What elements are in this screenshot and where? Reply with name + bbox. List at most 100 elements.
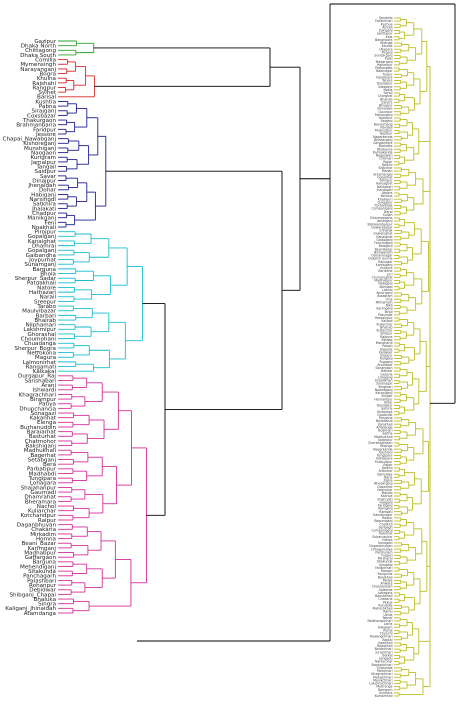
leaf-label: Narsingdi	[29, 197, 56, 203]
leaf-label: Kuliarchar	[28, 509, 57, 515]
leaf-label: Mehendiganj	[20, 564, 56, 570]
leaf-label: Magura	[35, 355, 56, 361]
leaf-label: Khulna	[37, 76, 56, 82]
leaf-label: Sadarpur	[378, 438, 393, 442]
leaf-label: Mymensingh	[20, 62, 56, 68]
leaf-label: Chhagalnaiya	[371, 547, 393, 551]
leaf-label: Mithamain	[376, 300, 393, 304]
leaf-label: Karimganj	[376, 307, 392, 311]
leaf-label: Naogaon	[31, 151, 56, 157]
leaf-label: Langadu	[379, 657, 393, 661]
leaf-label: Barguna	[32, 267, 56, 273]
leaf-label: Barlekha	[378, 269, 392, 273]
leaf-label: Bakshiganj	[25, 443, 56, 449]
leaf-label: Sylhet	[38, 90, 56, 96]
leaf-label: Gosairhat	[377, 485, 393, 489]
leaf-label: Shibalaya	[377, 410, 393, 414]
leaf-label: Kishoreganj	[23, 141, 56, 147]
leaf-label: Damudya	[377, 472, 392, 476]
leaf-label: Rajasthali	[377, 644, 393, 648]
leaf-label: Bhairab	[34, 318, 56, 324]
leaf-label: Dhamrahat	[24, 495, 56, 501]
leaf-label: Dighinala	[377, 666, 392, 670]
leaf-label: Kapasia	[380, 347, 393, 351]
leaf-label: Kotalipara	[376, 457, 392, 461]
leaf-label: Charbhadrasan	[368, 441, 392, 445]
leaf-label: Bhedarganj	[374, 138, 392, 142]
leaf-label: Bhanga	[380, 41, 392, 45]
leaf-label: Shajahanpur	[21, 485, 57, 491]
leaf-label: Matiranga	[376, 685, 392, 689]
leaf-label: Kotchandpur	[20, 513, 56, 519]
leaf-label: Nabinagar	[376, 69, 393, 73]
leaf-label: Kanaighat	[376, 235, 393, 239]
leaf-label: Belabo	[382, 338, 393, 342]
leaf-label: Burhanuddin	[20, 425, 56, 431]
leaf-label: Rowangchhari	[370, 635, 393, 639]
leaf-label: Kalapara	[378, 85, 392, 89]
leaf-label: Satkhira	[33, 202, 56, 208]
leaf-label: Hossainpur	[375, 316, 394, 320]
leaf-label: Choumohani	[21, 337, 57, 343]
leaf-label: Gazipur	[34, 39, 56, 45]
leaf-label: Ghorashal	[28, 332, 57, 338]
leaf-label: Osmaninagar	[371, 254, 393, 258]
leaf-label: Astagram	[377, 294, 392, 298]
leaf-label: Nawabganj	[375, 388, 393, 392]
leaf-label: Ramu	[383, 610, 392, 614]
leaf-label: Shahrasti	[377, 497, 392, 501]
leaf-label: Saidpur	[35, 169, 57, 175]
leaf-label: Tungipara	[28, 476, 56, 482]
leaf-label: Kuliarchar	[377, 329, 394, 333]
leaf-label: Panchhari	[377, 669, 393, 673]
leaf-label: Raiganj	[381, 119, 393, 123]
leaf-label: Sandwip	[379, 563, 393, 567]
leaf-label: Habiganj	[31, 192, 56, 198]
leaf-label: Bhairab	[380, 97, 392, 101]
leaf-label: Maulvibazar	[22, 309, 57, 315]
leaf-label: Amtali	[382, 25, 392, 29]
leaf-label: Dharmapasha	[370, 216, 392, 220]
leaf-label: Lama	[384, 622, 393, 626]
leaf-label: Baraiarhat	[27, 430, 57, 436]
leaf-label: Banshkhali	[375, 594, 393, 598]
leaf-label: Gaurnadi	[30, 490, 56, 496]
leaf-label: Netrokona	[27, 350, 56, 356]
leaf-label: Fulpur	[383, 72, 394, 76]
leaf-label: Nandail	[380, 125, 392, 129]
leaf-label: Rangunia	[377, 572, 392, 576]
leaf-label: Sunamganj	[24, 262, 56, 268]
leaf-label: Kurigram	[30, 155, 56, 161]
leaf-label: Mirkadim	[30, 532, 56, 538]
leaf-label: Sonagazi	[31, 411, 57, 417]
leaf-label: Haimchar	[377, 488, 393, 492]
leaf-label: Dowarabazar	[371, 225, 393, 229]
leaf-label: Chilmari	[379, 157, 392, 161]
leaf-label: Barkal	[382, 653, 392, 657]
leaf-label: Kamalganj	[376, 263, 393, 267]
leaf-label: Bheramara	[25, 499, 56, 505]
leaf-label: Dinajpur	[32, 178, 56, 184]
leaf-label: Singair	[381, 394, 393, 398]
leaf-label: Bishwambarpur	[367, 222, 393, 226]
leaf-label: Gouripur	[379, 110, 394, 114]
leaf-label: Boalkhali	[378, 575, 393, 579]
leaf-label: Sundarganj	[374, 54, 392, 58]
leaf-label: Parbatipur	[27, 467, 57, 473]
leaf-label: Bhuapur	[379, 104, 393, 108]
leaf-label: Singra	[38, 602, 56, 608]
leaf-label: Homna	[36, 536, 56, 542]
leaf-label: Natore	[37, 285, 56, 291]
leaf-label: Pirojpur	[35, 230, 57, 236]
leaf-label: Arani	[41, 383, 56, 389]
leaf-label: Kawkhali	[378, 641, 392, 645]
leaf-label: Gopalganj	[28, 234, 57, 240]
leaf-label: Sullah	[383, 213, 393, 217]
leaf-label: Lalmonirhat	[23, 360, 57, 366]
leaf-label: Nalitabari	[377, 185, 393, 189]
leaf-label: Barbari	[36, 313, 57, 319]
leaf-label: Dakshin Surma	[368, 257, 392, 261]
leaf-label: Madarganj	[376, 60, 393, 64]
leaf-label: Manikchhari	[373, 678, 393, 682]
leaf-label: Madhabpur	[374, 279, 393, 283]
